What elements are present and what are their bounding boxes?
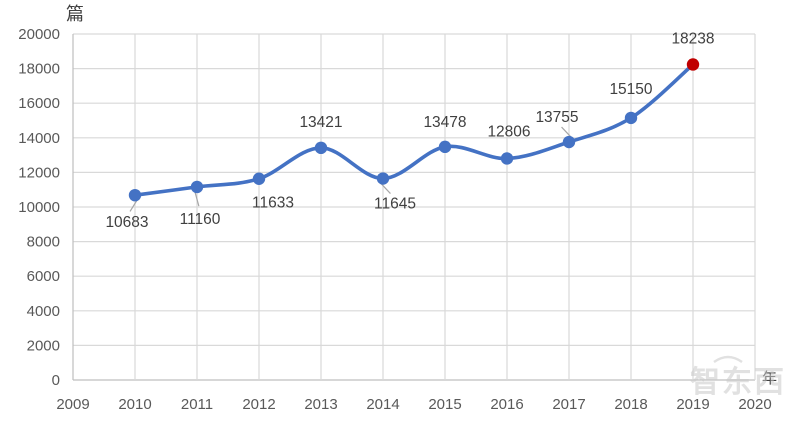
x-tick-label: 2020 — [738, 396, 771, 413]
data-point-label: 13421 — [299, 114, 342, 131]
x-tick-label: 2013 — [304, 396, 337, 413]
x-tick-label: 2019 — [676, 396, 709, 413]
y-tick-label: 14000 — [18, 130, 60, 147]
data-point-label: 11633 — [252, 195, 294, 212]
data-point-label: 13478 — [423, 114, 466, 131]
y-tick-label: 10000 — [18, 199, 60, 216]
data-point-marker — [190, 180, 204, 194]
x-tick-label: 2010 — [118, 396, 151, 413]
data-point-marker — [562, 135, 576, 149]
label-leader-line — [561, 126, 572, 138]
data-point-marker — [500, 152, 514, 165]
y-tick-label: 4000 — [27, 303, 60, 320]
y-tick-label: 6000 — [27, 268, 60, 285]
y-tick-label: 12000 — [18, 164, 60, 181]
label-leader-line — [129, 199, 138, 212]
data-point-label: 11160 — [180, 211, 221, 228]
x-tick-label: 2015 — [428, 396, 461, 413]
label-leader-line — [380, 183, 391, 194]
watermark: 智东西 — [690, 355, 786, 399]
x-tick-label: 2018 — [614, 396, 647, 413]
data-point-marker — [314, 141, 328, 155]
data-point-marker — [128, 188, 142, 202]
data-point-marker — [252, 172, 266, 185]
watermark-text: 智东西 — [690, 365, 786, 399]
series-line — [133, 62, 695, 197]
y-tick-label: 2000 — [27, 337, 60, 354]
y-tick-label: 8000 — [27, 234, 60, 251]
data-point-marker — [438, 140, 452, 154]
data-point-label: 12806 — [487, 123, 530, 140]
y-tick-label: 18000 — [18, 61, 60, 78]
y-tick-label: 16000 — [18, 95, 60, 112]
data-point-label: 18238 — [671, 30, 714, 47]
data-point-label: 10683 — [105, 214, 148, 231]
x-tick-label: 2016 — [490, 396, 523, 413]
x-tick-label: 2014 — [366, 396, 399, 413]
data-point-label: 11645 — [374, 196, 416, 213]
watermark-arc — [713, 355, 743, 364]
x-tick-label: 2012 — [242, 396, 275, 413]
data-point-marker — [624, 111, 638, 125]
y-axis-unit-label: 篇 — [66, 4, 84, 24]
data-point-label: 13755 — [535, 109, 578, 126]
data-point-marker — [376, 172, 390, 185]
data-point-label: 15150 — [609, 81, 652, 98]
data-point-marker-last — [686, 58, 700, 71]
y-tick-label: 0 — [52, 372, 60, 389]
label-leader-line — [194, 191, 200, 207]
x-tick-label: 2009 — [56, 396, 89, 413]
x-axis-unit-label: 年 — [762, 370, 777, 387]
x-tick-label: 2017 — [552, 396, 585, 413]
y-tick-label: 20000 — [18, 26, 60, 43]
x-tick-label: 2011 — [181, 396, 213, 413]
